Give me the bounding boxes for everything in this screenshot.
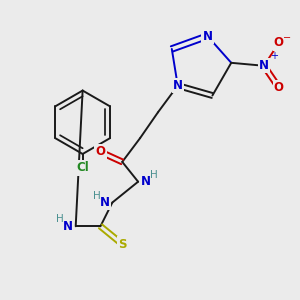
Text: +: + — [270, 51, 278, 61]
Text: O: O — [274, 81, 284, 94]
Text: N: N — [99, 196, 110, 209]
Text: O: O — [274, 37, 284, 50]
Text: N: N — [259, 59, 269, 72]
Text: Cl: Cl — [76, 161, 89, 174]
Text: N: N — [173, 79, 183, 92]
Text: −: − — [283, 33, 291, 43]
Text: O: O — [95, 146, 106, 158]
Text: N: N — [63, 220, 73, 233]
Text: H: H — [150, 170, 158, 180]
Text: H: H — [56, 214, 64, 224]
Text: S: S — [118, 238, 127, 250]
Text: H: H — [93, 190, 101, 201]
Text: N: N — [141, 175, 151, 188]
Text: N: N — [202, 30, 212, 43]
